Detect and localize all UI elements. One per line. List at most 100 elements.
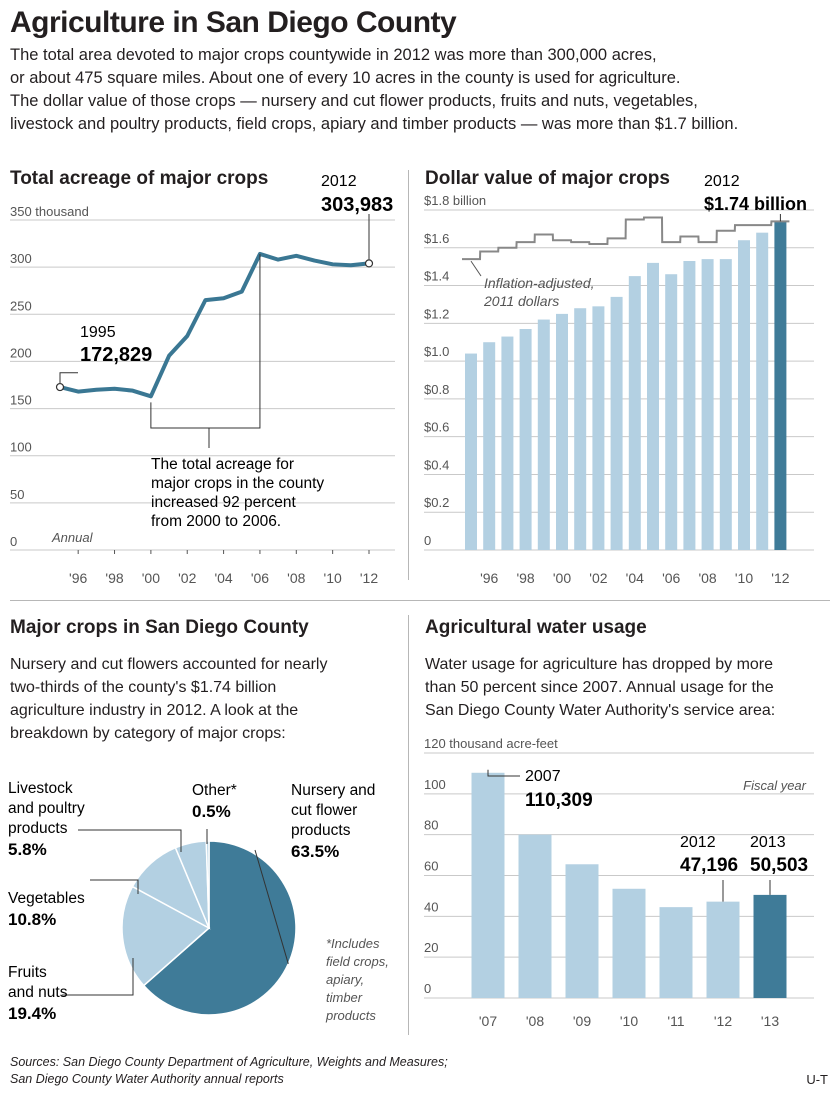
pie-value-label: 10.8% [8, 910, 56, 929]
y-tick-label: $1.2 [424, 306, 449, 321]
pie-description-line: agriculture industry in 2012. A look at … [10, 702, 299, 719]
pie-chart-title: Major crops in San Diego County [10, 617, 309, 638]
x-tick-label: '04 [626, 570, 644, 586]
pie-label-line: and nuts [8, 984, 68, 1001]
inflation-label-line: 2011 dollars [483, 293, 559, 309]
water-description-line: San Diego County Water Authority's servi… [425, 702, 776, 719]
y-tick-label: 120 thousand acre-feet [424, 736, 558, 751]
end-value-label: $1.74 billion [704, 194, 807, 214]
pie-footnote-line: apiary, [326, 972, 364, 987]
y-tick-label: $0.4 [424, 457, 449, 472]
dollar-bar [556, 313, 568, 550]
x-tick-label: '12 [714, 1013, 732, 1029]
annotation-year-label: 2012 [680, 834, 716, 851]
acreage-chart-title: Total acreage of major crops [10, 168, 269, 189]
x-tick-label: '04 [214, 570, 232, 586]
y-tick-label: $0.2 [424, 495, 449, 510]
y-tick-label: 100 [10, 440, 32, 455]
start-point-marker [55, 382, 65, 392]
dollar-bar [610, 296, 623, 550]
pie-label-line: cut flower [291, 802, 357, 819]
intro-line: livestock and poultry products, field cr… [10, 115, 739, 133]
x-tick-label: '00 [553, 570, 571, 586]
y-tick-label: 300 [10, 251, 32, 266]
sources-line: Sources: San Diego County Department of … [10, 1055, 448, 1069]
x-tick-label: '96 [69, 570, 87, 586]
dollar-bar [756, 232, 769, 550]
acreage-line [59, 251, 370, 399]
dollar-bar [628, 276, 641, 550]
increase-note-line: from 2000 to 2006. [151, 513, 281, 530]
intro-line: The dollar value of those crops — nurser… [10, 92, 698, 110]
water-description: Water usage for agriculture has dropped … [425, 653, 775, 722]
annotation-value-label: 47,196 [680, 855, 738, 876]
pie-footnote-line: *Includes [326, 936, 380, 951]
dollar-bar [738, 240, 750, 550]
y-tick-label: $0.6 [424, 420, 449, 435]
start-callout-line [59, 372, 78, 384]
end-point-marker [364, 259, 374, 268]
annotation-value-label: 110,309 [525, 790, 593, 811]
y-tick-label: 60 [424, 859, 438, 874]
pie-label-line: products [291, 822, 351, 839]
water-bar [706, 901, 740, 998]
credit-label: U-T [806, 1072, 828, 1087]
divider-horizontal [10, 600, 830, 601]
acreage-line-chart: 0 50 100 150 200 250 300 350 thousand '96 '98 '00 '… [10, 173, 395, 586]
y-tick-label: 350 thousand [10, 204, 89, 219]
water-usage-bar-chart: 0 20 40 60 80 100 120 thousand acre-feet '07 '08… [424, 736, 814, 1029]
inflation-label-line: Inflation-adjusted, [484, 275, 595, 291]
dollar-bar [592, 306, 605, 550]
pie-leader-line [254, 849, 289, 964]
pie-value-label: 0.5% [192, 802, 231, 821]
increase-note-line: The total acreage for [151, 456, 294, 473]
y-tick-label: $1.6 [424, 231, 449, 246]
sources-note: Sources: San Diego County Department of … [10, 1054, 448, 1088]
y-tick-label: $1.8 billion [424, 193, 486, 208]
page-title: Agriculture in San Diego County [10, 6, 457, 39]
x-tick-label: '09 [573, 1013, 591, 1029]
x-tick-label: '00 [142, 570, 160, 586]
pie-label-line: Vegetables [8, 890, 85, 907]
dollar-bar [483, 342, 496, 550]
x-tick-label: '10 [324, 570, 342, 586]
end-year-label: 2012 [704, 173, 740, 190]
y-tick-label: 40 [424, 899, 438, 914]
x-tick-label: '98 [516, 570, 534, 586]
y-tick-label: 200 [10, 345, 32, 360]
pie-description-line: two-thirds of the county's $1.74 billion [10, 679, 277, 696]
x-tick-label: '02 [589, 570, 607, 586]
sources-line: San Diego County Water Authority annual … [10, 1072, 284, 1086]
pie-label-line: Other* [192, 782, 237, 799]
divider-top-vertical [408, 170, 409, 580]
inflation-adjusted-line [462, 216, 790, 261]
intro-line: or about 475 square miles. About one of … [10, 69, 681, 87]
increase-note-line: increased 92 percent [151, 494, 296, 511]
dollar-bar [683, 261, 696, 550]
increase-bracket [150, 253, 261, 429]
intro-line: The total area devoted to major crops co… [10, 46, 657, 64]
end-value-label: 303,983 [321, 194, 393, 216]
x-tick-label: '06 [662, 570, 680, 586]
y-tick-label: 50 [10, 487, 24, 502]
y-tick-label: 0 [424, 981, 431, 996]
y-tick-label: 0 [10, 534, 17, 549]
dollar-bar [665, 274, 678, 550]
pie-label-line: products [8, 820, 68, 837]
water-bar [518, 834, 552, 998]
dollar-bar [519, 329, 532, 550]
y-tick-label: 100 [424, 777, 446, 792]
annotation-value-label: 50,503 [750, 855, 808, 876]
x-tick-label: '12 [360, 570, 378, 586]
start-value-label: 172,829 [80, 344, 152, 366]
x-tick-label: '06 [251, 570, 269, 586]
x-tick-label: '08 [287, 570, 305, 586]
period-label: Fiscal year [743, 778, 807, 793]
dollar-chart-title: Dollar value of major crops [425, 168, 670, 189]
y-tick-label: 20 [424, 940, 438, 955]
water-chart-title: Agricultural water usage [425, 617, 647, 638]
start-year-label: 1995 [80, 324, 116, 341]
x-tick-label: '02 [178, 570, 196, 586]
dollar-bar [719, 259, 732, 550]
x-tick-label: '13 [761, 1013, 779, 1029]
